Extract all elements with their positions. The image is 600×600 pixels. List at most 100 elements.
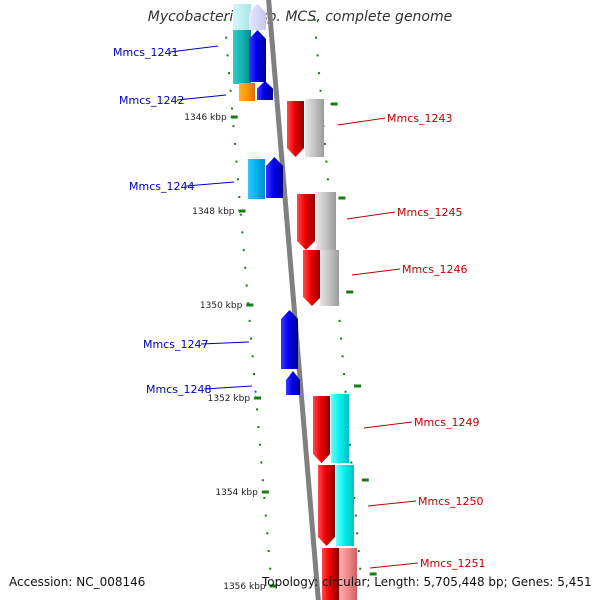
gene-label-leader — [176, 94, 227, 101]
tick-dot — [247, 302, 250, 305]
gene-label: Mmcs_1245 — [397, 206, 462, 219]
tick-dot — [348, 443, 351, 446]
tick-dot — [325, 160, 328, 163]
tick-dot — [223, 19, 226, 21]
tick-dot — [260, 461, 263, 464]
tick-dot — [232, 125, 235, 128]
feature-box — [305, 99, 324, 157]
backbone — [266, 0, 321, 600]
ruler-label: 1350 kbp — [200, 301, 243, 311]
gene-label: Mmcs_1247 — [143, 338, 208, 351]
gene-arrow-minus — [249, 4, 266, 30]
major-tick — [230, 115, 238, 119]
tick-dot — [266, 532, 269, 535]
gene-label-leader — [367, 500, 417, 507]
gene-label: Mmcs_1243 — [387, 112, 452, 125]
gene-labels: Mmcs_1241 Mmcs_1242 Mmcs_1243 Mmcs_1244 Mmcs… — [113, 45, 485, 570]
major-tick — [330, 102, 338, 106]
backbone-line — [266, 0, 321, 600]
gene-label: Mmcs_1248 — [146, 383, 211, 396]
tick-dot — [326, 178, 329, 181]
tick-dot — [263, 496, 266, 499]
tick-dot — [245, 284, 248, 287]
ruler-label: 1352 kbp — [208, 394, 251, 404]
gene-label: Mmcs_1244 — [129, 180, 194, 193]
tick-dot — [242, 249, 245, 252]
tick-dot — [251, 355, 254, 358]
ruler-label: 1354 kbp — [215, 488, 258, 498]
tick-dot — [241, 231, 244, 234]
gene-label: Mmcs_1242 — [119, 94, 184, 107]
gene-label-leader — [369, 562, 419, 569]
tick-dot — [267, 550, 270, 552]
gene-label-leader — [169, 45, 219, 53]
tick-dot — [244, 266, 247, 269]
gene-arrow-minus — [286, 371, 300, 395]
tick-dot — [254, 390, 257, 393]
major-tick — [369, 572, 377, 576]
gene-arrow-minus — [266, 157, 283, 198]
feature-box — [248, 159, 265, 199]
tick-dot — [343, 373, 346, 375]
feature-box — [320, 250, 339, 306]
gene-label-leader — [363, 421, 413, 429]
gene-label-leader — [200, 341, 250, 345]
tick-dot — [229, 89, 232, 92]
gene-label: Mmcs_1249 — [414, 416, 479, 429]
tick-dot — [344, 390, 347, 393]
tick-dot — [257, 426, 260, 429]
tick-dot — [319, 89, 322, 92]
tick-dot — [235, 160, 238, 163]
tick-dot — [264, 514, 267, 517]
gene-label-leader — [337, 117, 386, 126]
gene-label-leader — [185, 181, 235, 187]
tick-dot — [238, 196, 241, 198]
gene-arrow-plus — [318, 465, 335, 546]
gene-arrow-plus — [313, 396, 330, 463]
ruler-label: 1356 kbp — [223, 582, 266, 592]
tick-dot — [315, 36, 318, 39]
major-tick — [269, 584, 277, 588]
gene-label: Mmcs_1251 — [420, 557, 485, 570]
tick-dot — [359, 567, 362, 570]
feature-box — [336, 465, 354, 546]
feature-box — [239, 83, 255, 101]
tick-dot — [356, 532, 359, 535]
gene-label: Mmcs_1246 — [402, 263, 467, 276]
tick-dot — [341, 355, 344, 358]
gene-arrow-plus — [303, 250, 321, 306]
tick-dot — [261, 479, 264, 482]
gene-arrow-minus — [249, 30, 266, 82]
tick-dot — [233, 142, 236, 145]
accession-text: Accession: NC_008146 — [9, 575, 146, 589]
tick-dot — [269, 567, 272, 570]
tick-dot — [255, 408, 258, 411]
tick-dot — [313, 19, 316, 21]
major-tick — [261, 490, 269, 494]
gene-arrow-plus — [297, 194, 315, 250]
tick-dot — [248, 319, 251, 322]
gene-label-leader — [203, 385, 253, 390]
feature-box — [339, 548, 357, 600]
gene-label-leader — [351, 268, 401, 276]
tick-dot — [228, 72, 231, 75]
major-tick — [246, 303, 254, 307]
ruler-ticks: 1346 kbp 1348 kbp 1350 kbp 1352 kbp 1354 kbp… — [184, 19, 377, 592]
gene-label: Mmcs_1241 — [113, 46, 178, 59]
ruler-label: 1348 kbp — [192, 207, 235, 217]
gene-track — [233, 4, 357, 600]
tick-dot — [350, 461, 353, 464]
major-tick — [361, 478, 369, 482]
tick-dot — [354, 514, 357, 517]
tick-dot — [250, 337, 253, 340]
feature-box — [331, 394, 349, 463]
feature-box — [322, 548, 339, 600]
tick-dot — [323, 142, 326, 145]
tick-dot — [340, 337, 343, 340]
gene-label-leader — [346, 211, 396, 220]
gene-arrow-minus — [257, 81, 273, 100]
major-tick — [254, 396, 262, 400]
gene-arrow-minus — [281, 310, 298, 369]
tick-dot — [225, 36, 228, 39]
